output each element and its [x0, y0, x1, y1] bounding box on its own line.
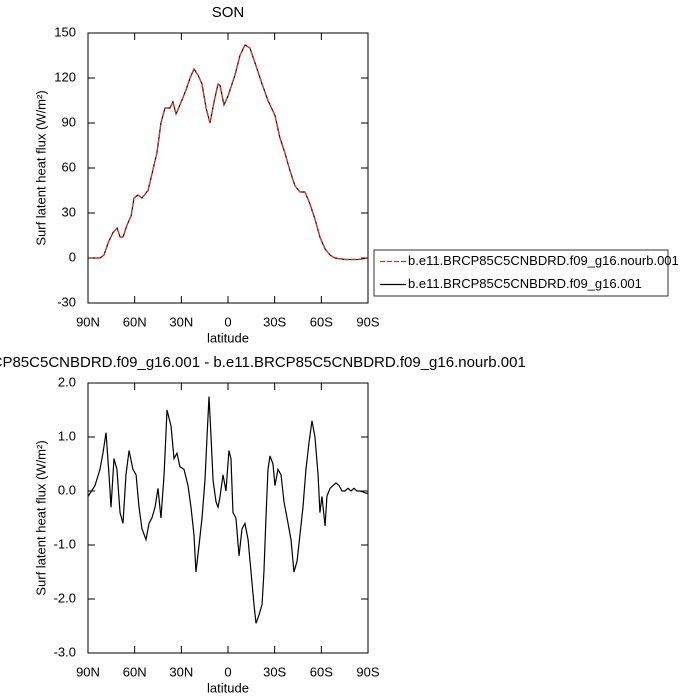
- y-tick-label: -2.0: [54, 590, 76, 605]
- x-tick-label: 60S: [310, 664, 333, 679]
- y-tick-label: 1.0: [58, 428, 76, 443]
- y-tick-label: -1.0: [54, 536, 76, 551]
- x-axis-label: latitude: [207, 680, 249, 695]
- y-tick-label: 30: [62, 204, 76, 219]
- x-tick-label: 90N: [76, 664, 100, 679]
- y-axis-label: Surf latent heat flux (W/m²): [33, 440, 48, 595]
- y-tick-label: 150: [54, 24, 76, 39]
- y-tick-label: 90: [62, 114, 76, 129]
- y-tick-label: 0.0: [58, 482, 76, 497]
- series-line: [88, 44, 369, 261]
- y-tick-label: 60: [62, 159, 76, 174]
- x-tick-label: 30N: [169, 664, 193, 679]
- x-tick-label: 60N: [123, 664, 147, 679]
- series-line: [88, 44, 369, 261]
- x-tick-label: 60N: [123, 314, 147, 329]
- plot-frame: [87, 382, 369, 654]
- x-tick-label: 60S: [310, 314, 333, 329]
- y-tick-label: 0: [69, 249, 76, 264]
- y-tick-label: 2.0: [58, 374, 76, 389]
- y-axis-label: Surf latent heat flux (W/m²): [33, 90, 48, 245]
- x-tick-label: 90S: [356, 314, 379, 329]
- legend-label: b.e11.BRCP85C5CNBDRD.f09_g16.nourb.001: [408, 253, 679, 268]
- y-tick-label: -30: [57, 294, 76, 309]
- x-tick-label: 90S: [356, 664, 379, 679]
- legend-label: b.e11.BRCP85C5CNBDRD.f09_g16.001: [408, 276, 642, 291]
- chart-title: SON: [212, 4, 245, 21]
- series-line: [87, 396, 369, 624]
- x-tick-label: 90N: [76, 314, 100, 329]
- x-tick-label: 30N: [169, 314, 193, 329]
- x-tick-label: 0: [224, 664, 231, 679]
- x-tick-label: 0: [224, 314, 231, 329]
- x-tick-label: 30S: [263, 314, 286, 329]
- plot-frame: [87, 32, 369, 304]
- y-tick-label: 120: [54, 69, 76, 84]
- legend-box: [373, 249, 669, 297]
- x-axis-label: latitude: [207, 330, 249, 345]
- chart-title: b.e11.BRCP85C5CNBDRD.f09_g16.001 - b.e11…: [0, 354, 526, 371]
- y-tick-label: -3.0: [54, 644, 76, 659]
- x-tick-label: 30S: [263, 664, 286, 679]
